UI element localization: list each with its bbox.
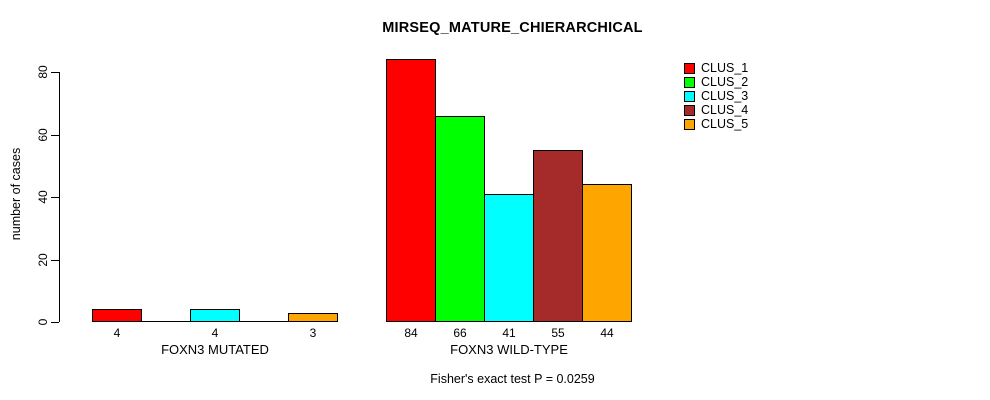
bar-value-label: 4 [211,326,219,340]
legend-entry: CLUS_3 [684,89,748,103]
legend-entry-label: CLUS_5 [701,117,749,131]
y-axis-tick [51,135,59,136]
bar-clus-3-group2 [484,194,534,322]
bar-clus-5-group2 [582,184,632,322]
legend-entry-label: CLUS_4 [701,103,749,117]
bar-value-label: 66 [453,326,467,340]
bar-value-label: 44 [600,326,614,340]
legend-entry: CLUS_1 [684,61,748,75]
bar-value-label: 4 [113,326,121,340]
y-axis-tick-label: 60 [36,127,50,142]
bar-value-label: 3 [309,326,317,340]
fisher-test-annotation: Fisher's exact test P = 0.0259 [430,372,595,386]
bar-clus-2-group2 [435,116,485,322]
y-axis-line [59,72,60,322]
bar-clus-3-group1 [190,309,240,322]
legend-entry: CLUS_5 [684,117,748,131]
legend-entry: CLUS_2 [684,75,748,89]
y-axis-tick-label: 40 [36,190,50,204]
y-axis-tick-label: 80 [36,65,50,79]
y-axis-tick [51,72,59,73]
y-axis-tick-label: 0 [36,318,50,326]
y-axis-tick [51,260,59,261]
legend-entry: CLUS_4 [684,103,748,117]
legend-swatch-clus-5 [684,118,695,130]
bar-clus-4-group2 [533,150,583,322]
bar-value-label: 84 [404,326,418,340]
legend-swatch-clus-2 [684,76,695,88]
y-axis-tick-label: 20 [36,252,50,267]
bar-value-label: 41 [502,326,516,340]
group-label-foxn3-mutated: FOXN3 MUTATED [161,342,269,357]
legend-swatch-clus-4 [684,104,695,116]
legend-swatch-clus-1 [684,62,695,74]
legend-entry-label: CLUS_3 [701,89,749,103]
group-label-foxn3-wild-type: FOXN3 WILD-TYPE [450,342,568,357]
bar-value-label: 55 [551,326,565,340]
y-axis-tick [51,322,59,323]
bar-clus-4-group1-zero [239,321,289,322]
bar-clus-5-group1 [288,313,338,322]
legend-entry-label: CLUS_1 [701,61,749,75]
bar-clus-1-group2 [386,59,436,322]
chart-title: MIRSEQ_MATURE_CHIERARCHICAL [382,20,643,36]
legend-swatch-clus-3 [684,90,695,102]
bar-clus-2-group1-zero [141,321,191,322]
y-axis-tick [51,197,59,198]
bar-clus-1-group1 [92,309,142,322]
legend: CLUS_1 CLUS_2 CLUS_3 CLUS_4 CLUS_5 [684,61,748,131]
legend-entry-label: CLUS_2 [701,75,749,89]
